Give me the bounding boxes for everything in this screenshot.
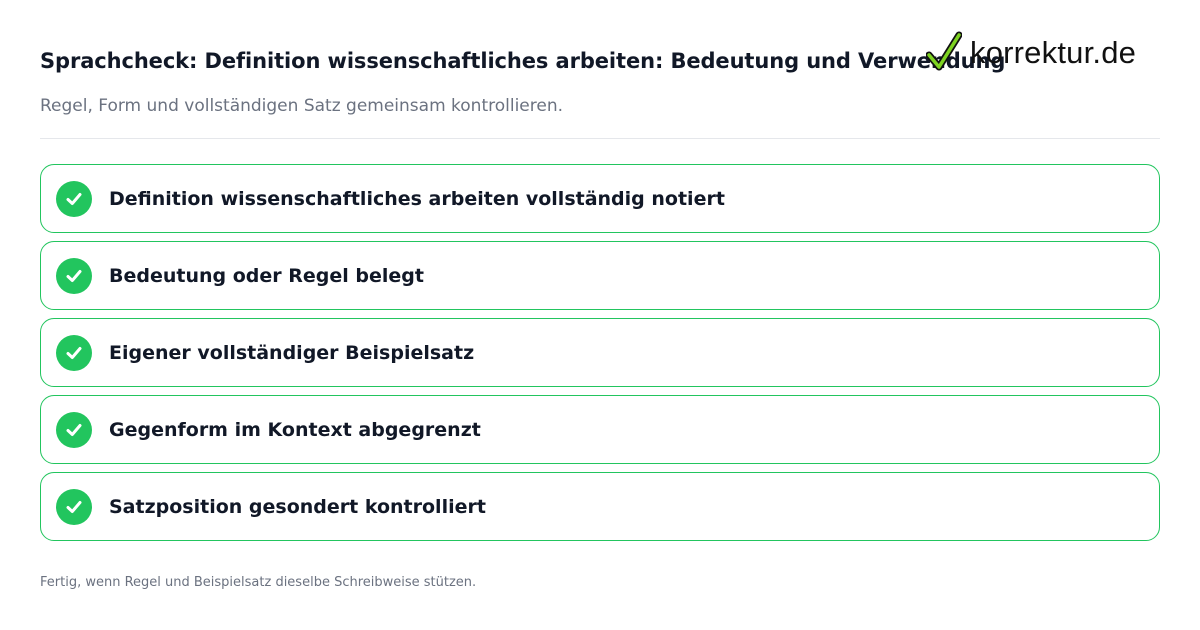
checklist-item: Satzposition gesondert kontrolliert <box>40 472 1160 541</box>
checklist-item: Gegenform im Kontext abgegrenzt <box>40 395 1160 464</box>
page-title: Sprachcheck: Definition wissenschaftlich… <box>40 49 1006 73</box>
check-circle-icon <box>56 411 92 448</box>
logo: korrektur.de <box>926 30 1136 74</box>
page-subtitle: Regel, Form und vollständigen Satz gemei… <box>40 96 564 116</box>
checklist-item: Bedeutung oder Regel belegt <box>40 241 1160 310</box>
header-divider <box>40 138 1160 139</box>
checkmark-icon <box>926 31 962 73</box>
checklist-item-label: Eigener vollständiger Beispielsatz <box>109 341 475 364</box>
checklist-item-label: Bedeutung oder Regel belegt <box>109 264 424 287</box>
checklist-item: Definition wissenschaftliches arbeiten v… <box>40 164 1160 233</box>
check-circle-icon <box>56 257 92 294</box>
checklist: Definition wissenschaftliches arbeiten v… <box>40 164 1160 549</box>
check-circle-icon <box>56 334 92 371</box>
checklist-item: Eigener vollständiger Beispielsatz <box>40 318 1160 387</box>
footer-note: Fertig, wenn Regel und Beispielsatz dies… <box>40 575 477 590</box>
checklist-item-label: Definition wissenschaftliches arbeiten v… <box>109 187 725 210</box>
logo-text: korrektur.de <box>970 34 1137 70</box>
check-circle-icon <box>56 180 92 217</box>
check-circle-icon <box>56 488 92 525</box>
checklist-item-label: Satzposition gesondert kontrolliert <box>109 495 486 518</box>
checklist-item-label: Gegenform im Kontext abgegrenzt <box>109 418 481 441</box>
